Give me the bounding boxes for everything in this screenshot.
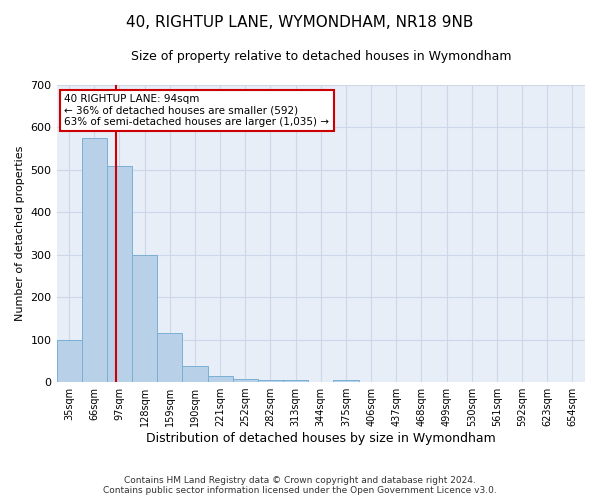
Bar: [56, 340, 82, 382]
X-axis label: Distribution of detached houses by size in Wymondham: Distribution of detached houses by size …: [146, 432, 496, 445]
Bar: [157, 334, 182, 382]
Bar: [107, 166, 132, 382]
Bar: [208, 376, 233, 382]
Bar: [233, 378, 258, 382]
Bar: [132, 255, 157, 382]
Bar: [182, 366, 208, 382]
Bar: [283, 380, 308, 382]
Bar: [82, 138, 107, 382]
Text: 40 RIGHTUP LANE: 94sqm
← 36% of detached houses are smaller (592)
63% of semi-de: 40 RIGHTUP LANE: 94sqm ← 36% of detached…: [64, 94, 329, 127]
Title: Size of property relative to detached houses in Wymondham: Size of property relative to detached ho…: [131, 50, 511, 63]
Bar: [258, 380, 283, 382]
Text: 40, RIGHTUP LANE, WYMONDHAM, NR18 9NB: 40, RIGHTUP LANE, WYMONDHAM, NR18 9NB: [127, 15, 473, 30]
Text: Contains HM Land Registry data © Crown copyright and database right 2024.
Contai: Contains HM Land Registry data © Crown c…: [103, 476, 497, 495]
Bar: [334, 380, 359, 382]
Y-axis label: Number of detached properties: Number of detached properties: [15, 146, 25, 321]
